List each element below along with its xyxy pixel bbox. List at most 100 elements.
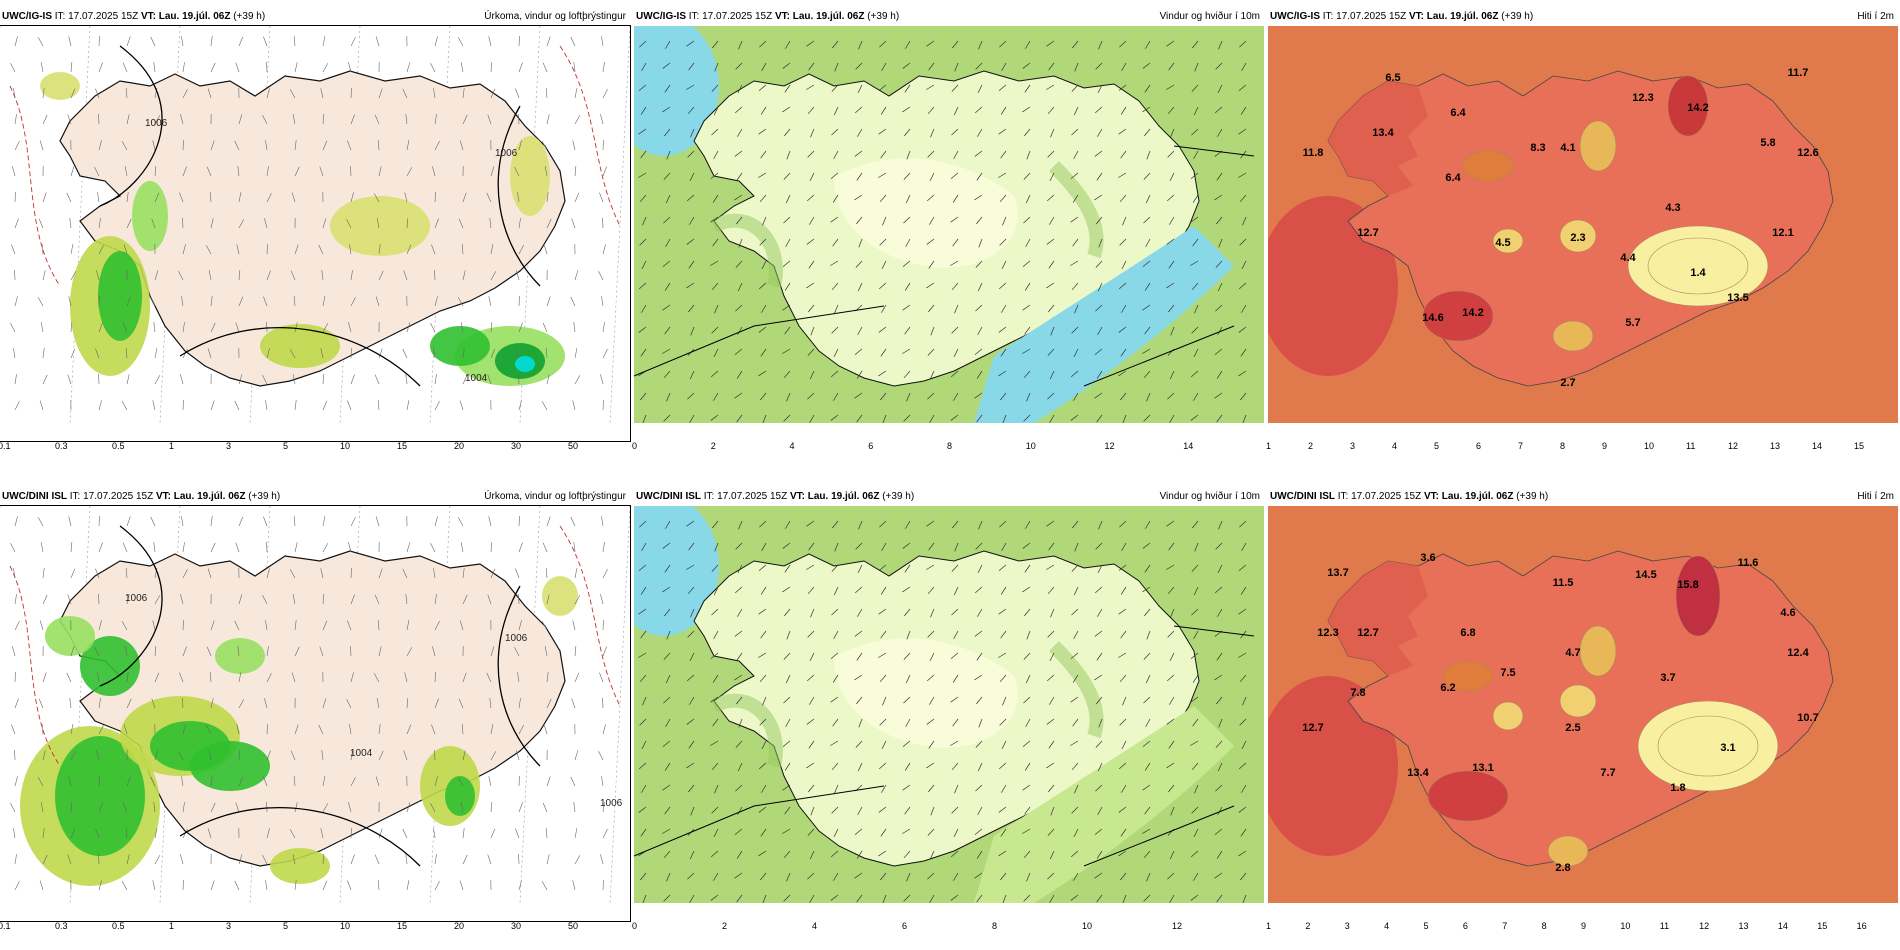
wind-arrow	[734, 828, 743, 835]
temp-value-label: 6.4	[1450, 107, 1466, 119]
colorbar-tick-label: 14	[1812, 441, 1823, 451]
wind-barb	[181, 516, 184, 527]
wind-arrow	[687, 586, 695, 595]
wind-arrow	[808, 304, 815, 313]
precip-map[interactable]: 1006 1006 1004	[0, 25, 631, 442]
wind-arrow	[905, 238, 911, 248]
wind-map[interactable]	[634, 26, 1264, 441]
wind-arrow	[710, 216, 719, 223]
wind-barb	[263, 516, 268, 527]
wind-barb	[180, 594, 184, 605]
wind-arrow	[1214, 348, 1223, 355]
wind-arrow	[998, 172, 1007, 178]
wind-barb	[210, 542, 216, 553]
wind-barb	[462, 270, 466, 281]
wind-arrow	[1214, 828, 1223, 835]
wind-arrow	[928, 784, 935, 793]
wind-arrow	[878, 564, 887, 571]
wind-barb	[602, 697, 604, 709]
wind-barb	[123, 724, 128, 735]
wind-arrow	[687, 872, 695, 880]
wind-barb	[350, 374, 355, 385]
wind-barb	[153, 802, 156, 813]
wind-arrow	[977, 84, 983, 94]
wind-arrow	[810, 608, 815, 618]
wind-barb	[210, 620, 215, 631]
wind-arrow	[639, 718, 647, 726]
wind-barb	[322, 594, 325, 605]
wind-barb	[14, 191, 16, 203]
wind-barb	[67, 594, 72, 605]
wind-barb	[238, 270, 241, 281]
wind-arrow	[664, 806, 671, 815]
wind-arrow	[1070, 850, 1079, 858]
wind-arrow	[954, 542, 959, 552]
colorbar-tick-label: 10	[340, 441, 351, 451]
wind-arrow	[638, 326, 647, 333]
wind-arrow	[663, 216, 671, 224]
wind-arrow	[882, 894, 887, 904]
temp-value-label: 12.7	[1302, 722, 1323, 734]
wind-arrow	[713, 872, 719, 881]
wind-barb	[294, 166, 300, 177]
wind-barb	[210, 218, 214, 229]
wind-barb	[406, 218, 409, 229]
wind-barb	[488, 36, 492, 47]
wind-barb	[518, 244, 524, 255]
wind-arrow	[664, 84, 671, 93]
wind-arrow	[1094, 828, 1103, 835]
wind-barb	[70, 244, 74, 255]
wind-arrow	[904, 564, 911, 573]
temp-map[interactable]: 6.5 6.4 12.3 14.2 11.7 11.8 13.4 8.3 4.1 5.8 12.6 6…	[1268, 26, 1898, 441]
wind-barb	[152, 880, 156, 891]
wind-arrow	[1022, 260, 1031, 267]
wind-arrow	[831, 84, 839, 92]
wind-arrow	[974, 586, 983, 594]
wind-barb	[98, 140, 102, 151]
wind-arrow	[857, 608, 863, 617]
colorbar-tick-label: 10	[1025, 441, 1036, 451]
colorbar-tick-label: 8	[1560, 441, 1566, 451]
precip-map[interactable]: 1006 1006 1004 1006	[0, 505, 631, 922]
wind-arrow	[664, 326, 671, 335]
wind-barb	[94, 166, 100, 177]
wind-barb	[574, 568, 578, 579]
wind-arrow	[1023, 894, 1031, 902]
wind-arrow	[928, 62, 935, 71]
wind-arrow	[975, 62, 983, 70]
wind-arrow	[1118, 128, 1127, 135]
colorbar-tick-label: 2	[1305, 921, 1311, 931]
wind-arrow	[878, 172, 887, 178]
wind-barb	[490, 646, 495, 657]
wind-barb	[518, 542, 523, 553]
wind-barb	[294, 802, 298, 813]
wind-arrow	[1143, 652, 1151, 660]
wind-arrow	[1191, 84, 1199, 92]
wind-arrow	[858, 238, 863, 248]
wind-arrow	[1217, 84, 1223, 94]
temp-area	[1462, 150, 1514, 182]
colorbar-tick-label: 30	[511, 441, 522, 451]
wind-arrow	[902, 784, 911, 791]
wind-barb	[13, 348, 16, 359]
temp-map[interactable]: 3.6 13.7 11.5 14.5 15.8 11.6 12.3 12.7 6.8 4.7 4.6…	[1268, 506, 1898, 921]
wind-arrow	[734, 194, 743, 201]
wind-arrow	[930, 326, 935, 336]
colorbar-tick-label: 8	[1541, 921, 1547, 931]
wind-arrow	[1215, 542, 1223, 550]
wind-map[interactable]	[634, 506, 1264, 921]
colorbar-tick-label: 0.3	[55, 441, 68, 451]
wind-barb	[542, 542, 548, 553]
wind-arrow	[904, 84, 911, 93]
wind-arrow	[1001, 542, 1007, 552]
wind-arrow	[689, 414, 695, 424]
wind-barb	[322, 698, 327, 709]
wind-arrow	[952, 520, 959, 529]
wind-arrow	[689, 172, 695, 182]
wind-arrow	[902, 260, 911, 267]
wind-arrow	[1073, 586, 1079, 596]
wind-barb	[320, 348, 324, 359]
precip-colorbar-ticks: 0.1 0.3 0.5 1 3 5 10 15 20 30 50	[0, 441, 630, 453]
temp-value-label: 11.7	[1788, 67, 1809, 79]
wind-arrow	[1142, 542, 1151, 549]
